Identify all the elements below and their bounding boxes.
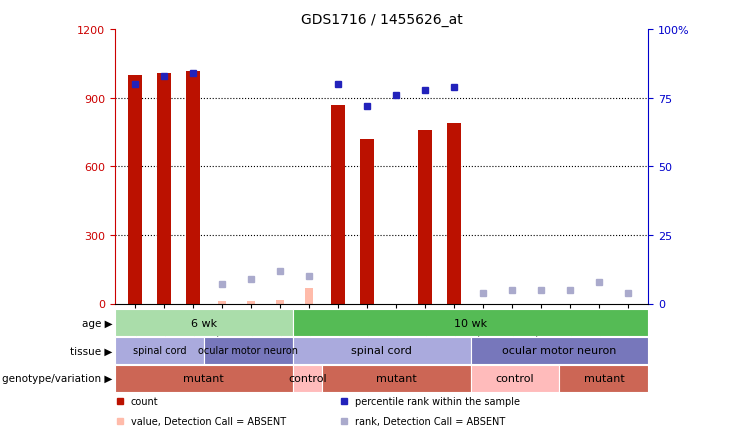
Bar — [322, 365, 471, 392]
Title: GDS1716 / 1455626_at: GDS1716 / 1455626_at — [301, 13, 462, 26]
Text: mutant: mutant — [184, 374, 224, 383]
Text: percentile rank within the sample: percentile rank within the sample — [355, 397, 520, 407]
Text: 6 wk: 6 wk — [190, 318, 217, 328]
Bar — [115, 365, 293, 392]
Bar — [447, 124, 462, 304]
Text: value, Detection Call = ABSENT: value, Detection Call = ABSENT — [131, 416, 286, 426]
Text: spinal cord: spinal cord — [351, 346, 412, 355]
Text: mutant: mutant — [376, 374, 416, 383]
Bar — [293, 365, 322, 392]
Text: count: count — [131, 397, 159, 407]
Text: ocular motor neuron: ocular motor neuron — [502, 346, 617, 355]
Bar — [293, 337, 471, 364]
Bar — [247, 302, 256, 304]
Bar — [559, 365, 648, 392]
Text: tissue ▶: tissue ▶ — [70, 346, 112, 355]
Bar — [331, 105, 345, 304]
Bar — [293, 309, 648, 336]
Text: mutant: mutant — [584, 374, 624, 383]
Text: 10 wk: 10 wk — [454, 318, 487, 328]
Bar — [204, 337, 293, 364]
Text: ocular motor neuron: ocular motor neuron — [199, 346, 298, 355]
Bar — [186, 71, 200, 304]
Bar — [157, 74, 171, 304]
Bar — [115, 309, 293, 336]
Bar — [360, 140, 374, 304]
Bar — [128, 76, 142, 304]
Bar — [418, 131, 432, 304]
Text: rank, Detection Call = ABSENT: rank, Detection Call = ABSENT — [355, 416, 505, 426]
Bar — [471, 337, 648, 364]
Bar — [218, 302, 227, 304]
Text: control: control — [288, 374, 327, 383]
Bar — [305, 288, 313, 304]
Bar — [276, 300, 285, 304]
Text: control: control — [496, 374, 534, 383]
Text: spinal cord: spinal cord — [133, 346, 186, 355]
Text: age ▶: age ▶ — [82, 318, 112, 328]
Bar — [115, 337, 204, 364]
Text: genotype/variation ▶: genotype/variation ▶ — [1, 374, 112, 383]
Bar — [471, 365, 559, 392]
